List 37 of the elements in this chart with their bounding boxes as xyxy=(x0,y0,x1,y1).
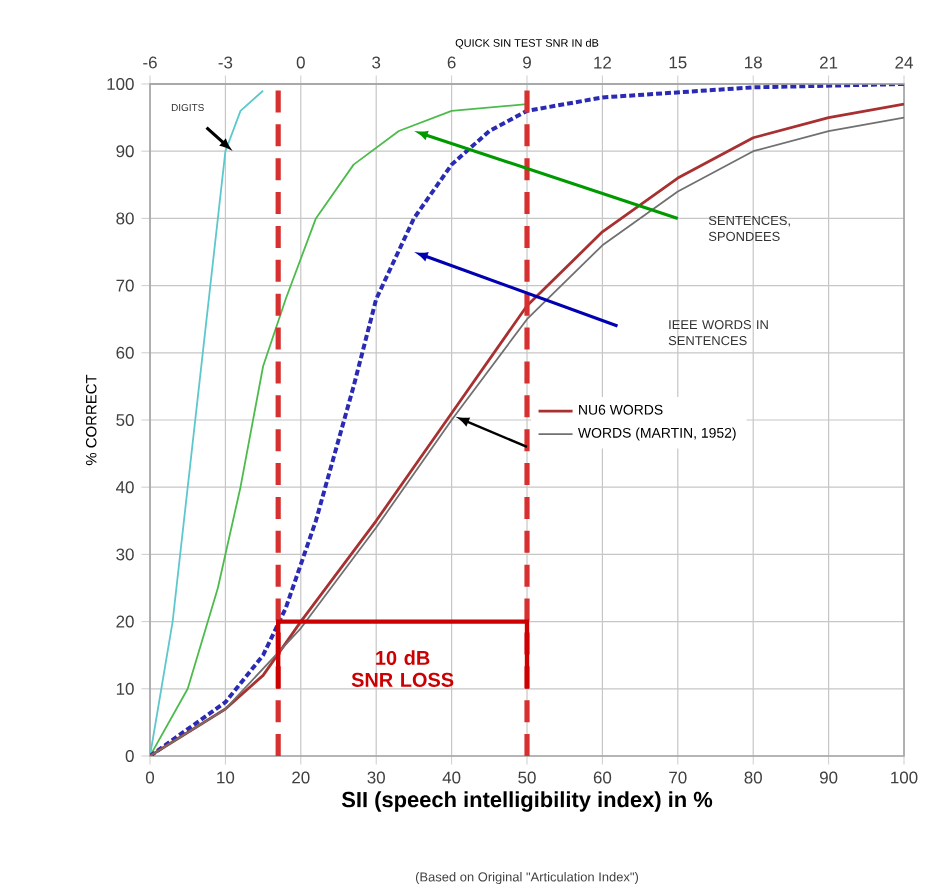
annotation: 10 dB SNR LOSS xyxy=(351,650,454,687)
x2-tick-label: 24 xyxy=(895,56,913,69)
y-tick-label: 80 xyxy=(116,212,134,225)
x-tick-label: 20 xyxy=(292,771,310,784)
x-tick-label: 10 xyxy=(217,771,235,784)
y-tick-label: 100 xyxy=(107,78,134,90)
x2-tick-label: 12 xyxy=(594,56,611,69)
x-tick-label: 50 xyxy=(518,771,536,784)
x2-tick-label: -6 xyxy=(143,56,157,69)
y-tick-label: 60 xyxy=(116,346,134,359)
line-series xyxy=(150,103,528,756)
y-tick-label: 20 xyxy=(116,615,134,628)
y-tick-label: 40 xyxy=(116,481,134,494)
x-tick-label: 40 xyxy=(442,771,461,784)
y-tick-label: 10 xyxy=(116,682,134,695)
x2-tick-label: 0 xyxy=(296,56,305,69)
y-tick-label: 50 xyxy=(116,414,134,426)
x2-tick-label: 9 xyxy=(523,56,531,69)
y-tick-label: 70 xyxy=(116,279,134,292)
y-tick-label: 30 xyxy=(116,548,134,561)
x-tick-label: 70 xyxy=(669,771,687,784)
y-tick-label: 90 xyxy=(116,145,134,158)
line-series xyxy=(150,89,264,756)
x-tick-label: 0 xyxy=(145,771,155,784)
x-tick-label: 30 xyxy=(367,771,385,784)
x2-tick-label: 15 xyxy=(669,56,687,69)
x2-tick-label: 3 xyxy=(372,56,381,69)
x-axis-title: SII (speech intelligibility index) in % xyxy=(341,791,713,812)
x-tick-label: 90 xyxy=(819,771,838,784)
x-tick-label: 100 xyxy=(891,771,918,784)
x2-tick-label: 18 xyxy=(745,56,762,69)
x2-tick-label: -3 xyxy=(218,56,233,69)
x2-tick-label: 21 xyxy=(820,56,838,69)
x-tick-label: 60 xyxy=(593,771,612,784)
y-tick-label: 0 xyxy=(125,750,134,762)
x-tick-label: 80 xyxy=(744,771,762,784)
x2-tick-label: 6 xyxy=(447,56,456,69)
